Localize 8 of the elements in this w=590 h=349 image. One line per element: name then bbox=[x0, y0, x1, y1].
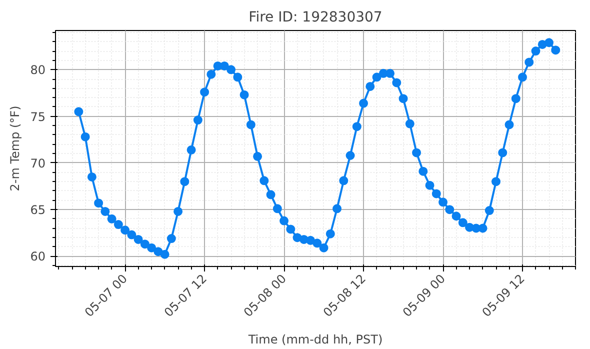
y-tick-label: 70 bbox=[30, 156, 46, 170]
y-tick-label: 75 bbox=[30, 110, 46, 124]
chart-title: Fire ID: 192830307 bbox=[248, 10, 382, 26]
y-tick-label: 80 bbox=[30, 63, 46, 78]
x-axis-title: Time (mm-dd hh, PST) bbox=[247, 332, 383, 347]
y-tick-label: 60 bbox=[30, 250, 46, 264]
y-axis-title: 2-m Temp (°F) bbox=[8, 106, 22, 192]
y-tick-label: 65 bbox=[30, 203, 46, 218]
